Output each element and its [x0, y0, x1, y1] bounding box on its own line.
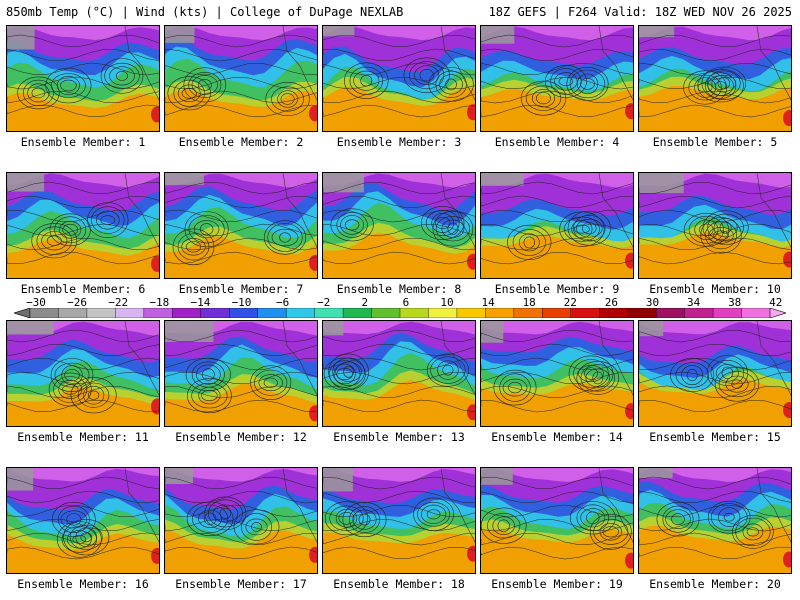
ensemble-panel — [6, 25, 160, 132]
ensemble-member-label: Ensemble Member: 13 — [333, 430, 465, 444]
ensemble-member-label: Ensemble Member: 8 — [336, 282, 462, 296]
ensemble-panel — [480, 25, 634, 132]
ensemble-member-label: Ensemble Member: 7 — [178, 282, 304, 296]
temperature-map — [639, 173, 791, 278]
temperature-map — [639, 321, 791, 426]
ensemble-member-label: Ensemble Member: 12 — [175, 430, 307, 444]
header-valid-time: 18Z GEFS | F264 Valid: 18Z WED NOV 26 20… — [488, 5, 792, 19]
colorbar-tick-label: 42 — [769, 296, 783, 309]
colorbar-tick-label: 2 — [361, 296, 369, 309]
ensemble-panel — [638, 172, 792, 279]
ensemble-panel — [638, 320, 792, 427]
colorbar-tick-label: 30 — [645, 296, 660, 309]
temperature-map — [7, 173, 159, 278]
ensemble-panel — [480, 172, 634, 279]
ensemble-panel — [164, 172, 318, 279]
ensemble-member-label: Ensemble Member: 2 — [178, 135, 304, 149]
ensemble-member-label: Ensemble Member: 16 — [17, 577, 149, 591]
ensemble-member-label: Ensemble Member: 15 — [649, 430, 781, 444]
ensemble-panel — [6, 467, 160, 574]
colorbar-tick-label: 10 — [440, 296, 454, 309]
temperature-map — [323, 26, 475, 131]
temperature-colorbar — [14, 308, 786, 318]
temperature-map — [323, 468, 475, 573]
ensemble-member-label: Ensemble Member: 11 — [17, 430, 149, 444]
colorbar-tick-label: 18 — [522, 296, 536, 309]
ensemble-panel — [6, 320, 160, 427]
temperature-map — [7, 26, 159, 131]
temperature-map — [323, 321, 475, 426]
temperature-map — [7, 321, 159, 426]
temperature-map — [165, 26, 317, 131]
colorbar-tick-label: −10 — [231, 296, 252, 309]
ensemble-panel — [480, 467, 634, 574]
colorbar-tick-label: 6 — [402, 296, 410, 309]
ensemble-panel — [638, 25, 792, 132]
temperature-map — [639, 26, 791, 131]
ensemble-member-label: Ensemble Member: 14 — [491, 430, 623, 444]
colorbar-tick-label: 14 — [481, 296, 495, 309]
ensemble-panel — [164, 320, 318, 427]
temperature-map — [481, 321, 633, 426]
colorbar-tick-label: 34 — [686, 296, 701, 309]
temperature-map — [639, 468, 791, 573]
colorbar-tick-label: −6 — [275, 296, 290, 309]
ensemble-member-label: Ensemble Member: 5 — [652, 135, 778, 149]
temperature-map — [481, 26, 633, 131]
colorbar-tick-label: −22 — [108, 296, 129, 309]
ensemble-member-label: Ensemble Member: 9 — [494, 282, 620, 296]
ensemble-panel — [164, 467, 318, 574]
ensemble-panel — [164, 25, 318, 132]
ensemble-member-label: Ensemble Member: 20 — [649, 577, 781, 591]
colorbar-tick-label: −2 — [317, 296, 331, 309]
colorbar-tick-label: 38 — [728, 296, 742, 309]
ensemble-panel — [322, 467, 476, 574]
ensemble-panel — [322, 172, 476, 279]
ensemble-member-label: Ensemble Member: 3 — [336, 135, 462, 149]
ensemble-member-label: Ensemble Member: 1 — [20, 135, 146, 149]
ensemble-panel — [322, 320, 476, 427]
ensemble-panel — [480, 320, 634, 427]
colorbar-tick-label: −18 — [149, 296, 170, 309]
colorbar-tick-label: −26 — [67, 296, 88, 309]
temperature-map — [165, 321, 317, 426]
ensemble-member-label: Ensemble Member: 6 — [20, 282, 146, 296]
ensemble-panel — [638, 467, 792, 574]
temperature-map — [7, 468, 159, 573]
ensemble-member-label: Ensemble Member: 18 — [333, 577, 465, 591]
ensemble-panel — [322, 25, 476, 132]
colorbar-tick-label: 22 — [563, 296, 577, 309]
ensemble-member-label: Ensemble Member: 17 — [175, 577, 307, 591]
temperature-map — [481, 173, 633, 278]
colorbar-tick-label: −14 — [190, 296, 211, 309]
header-title: 850mb Temp (°C) | Wind (kts) | College o… — [6, 5, 404, 19]
temperature-map — [481, 468, 633, 573]
colorbar-tick-label: 26 — [604, 296, 619, 309]
ensemble-member-label: Ensemble Member: 10 — [649, 282, 781, 296]
ensemble-panel — [6, 172, 160, 279]
ensemble-member-label: Ensemble Member: 19 — [491, 577, 623, 591]
ensemble-member-label: Ensemble Member: 4 — [494, 135, 620, 149]
temperature-map — [165, 173, 317, 278]
temperature-map — [323, 173, 475, 278]
temperature-map — [165, 468, 317, 573]
colorbar-tick-label: −30 — [26, 296, 46, 309]
